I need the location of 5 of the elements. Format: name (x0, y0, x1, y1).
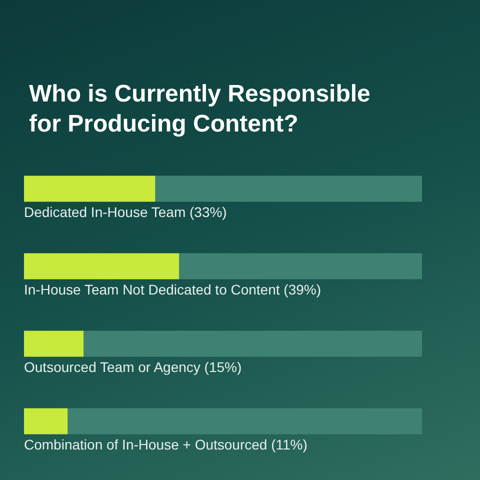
data-label: In-House Team Not Dedicated to Content (39%) (24, 281, 322, 298)
chart-title: Who is Currently Responsible for Producing Content? (29, 80, 378, 138)
data-label: Outsourced Team or Agency (15%) (24, 358, 242, 375)
data-label: Combination of In-House + Outsourced (11%) (24, 436, 308, 452)
data-label: Dedicated In-House Team (33%) (24, 204, 227, 220)
